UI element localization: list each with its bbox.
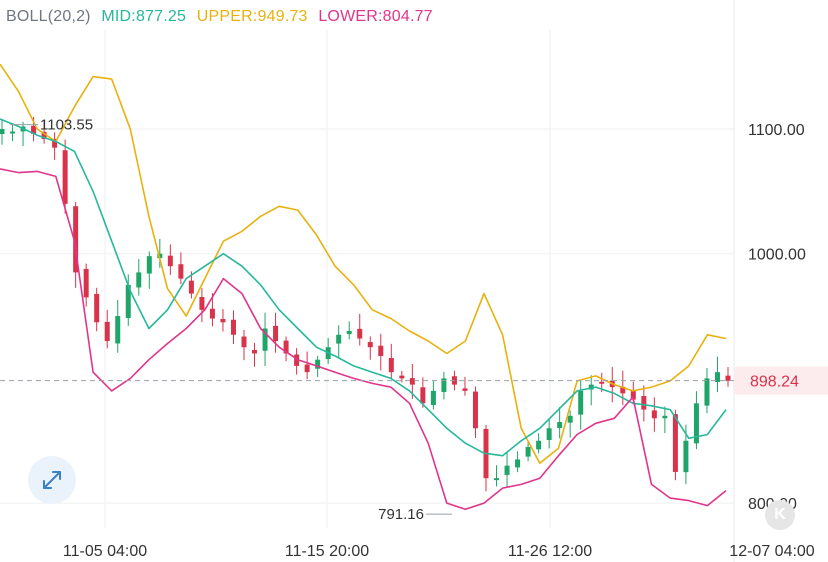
legend-lower: LOWER:804.77 bbox=[318, 8, 433, 25]
candle-down bbox=[283, 340, 289, 354]
x-tick-label: 12-07 04:00 bbox=[729, 543, 815, 560]
candle-down bbox=[209, 308, 215, 319]
low-annotation: 791.16 bbox=[378, 506, 424, 523]
candle-up bbox=[115, 316, 121, 344]
candle-down bbox=[378, 345, 384, 356]
candle-up bbox=[714, 372, 720, 382]
candle-down bbox=[41, 131, 47, 139]
candle-down bbox=[399, 375, 405, 379]
candle-down bbox=[230, 319, 236, 335]
candle-down bbox=[725, 375, 731, 381]
candle-down bbox=[273, 325, 279, 341]
candle-up bbox=[262, 328, 268, 351]
x-tick-label: 11-05 04:00 bbox=[63, 543, 147, 560]
candle-down bbox=[241, 336, 247, 348]
candle-down bbox=[73, 206, 79, 273]
candle-up bbox=[567, 415, 573, 423]
candle-up bbox=[146, 256, 152, 274]
y-tick-label: 1000.00 bbox=[748, 247, 806, 264]
candle-down bbox=[31, 125, 37, 134]
candle-up bbox=[10, 131, 16, 134]
candle-up bbox=[0, 129, 5, 134]
candle-down bbox=[651, 410, 657, 419]
legend-upper: UPPER:949.73 bbox=[196, 8, 308, 25]
candle-down bbox=[357, 328, 363, 339]
chart-legend: BOLL(20,2) MID:877.25 UPPER:949.73 LOWER… bbox=[6, 8, 439, 26]
candle-up bbox=[683, 440, 689, 473]
candle-down bbox=[294, 354, 300, 366]
candle-down bbox=[252, 349, 258, 354]
candle-down bbox=[388, 357, 394, 373]
candle-down bbox=[472, 391, 478, 429]
candle-down bbox=[367, 342, 373, 348]
candle-up bbox=[704, 378, 710, 406]
current-price-tag bbox=[734, 366, 828, 395]
candle-up bbox=[430, 390, 436, 405]
candle-up bbox=[125, 284, 131, 319]
candle-down bbox=[104, 321, 110, 341]
candle-down bbox=[420, 387, 426, 404]
candle-up bbox=[525, 446, 531, 457]
current-price-label: 898.24 bbox=[750, 374, 799, 391]
candle-down bbox=[641, 396, 647, 410]
candle-up bbox=[557, 422, 563, 428]
candle-up bbox=[504, 465, 510, 475]
candle-up bbox=[441, 378, 447, 392]
candle-down bbox=[599, 381, 605, 384]
candle-up bbox=[515, 459, 521, 468]
candle-down bbox=[167, 255, 173, 267]
candle-up bbox=[578, 390, 584, 415]
candle-up bbox=[494, 478, 500, 481]
legend-mid: MID:877.25 bbox=[101, 8, 187, 25]
candle-down bbox=[630, 390, 636, 400]
candle-down bbox=[620, 386, 626, 394]
candle-up bbox=[346, 331, 352, 335]
legend-indicator: BOLL(20,2) bbox=[6, 8, 91, 25]
candle-up bbox=[588, 384, 594, 390]
candle-up bbox=[136, 272, 142, 288]
expand-button[interactable] bbox=[28, 456, 76, 504]
upper-band-line bbox=[0, 63, 727, 464]
candle-down bbox=[220, 319, 226, 323]
candle-up bbox=[536, 440, 542, 450]
x-tick-label: 11-26 12:00 bbox=[508, 543, 592, 560]
y-tick-label: 1100.00 bbox=[748, 122, 805, 139]
candle-down bbox=[178, 264, 184, 279]
candle-up bbox=[662, 415, 668, 419]
candle-down bbox=[672, 414, 678, 472]
candle-down bbox=[462, 388, 468, 391]
candle-down bbox=[94, 293, 100, 323]
expand-arrows-icon bbox=[43, 471, 61, 489]
watermark-text: K bbox=[774, 506, 786, 523]
candle-down bbox=[52, 138, 58, 148]
candle-down bbox=[83, 268, 89, 298]
candle-down bbox=[188, 280, 194, 294]
candle-up bbox=[546, 428, 552, 440]
candle-up bbox=[693, 403, 699, 444]
candle-down bbox=[304, 364, 310, 373]
x-tick-label: 11-15 20:00 bbox=[285, 543, 369, 560]
candle-down bbox=[62, 150, 68, 204]
candle-down bbox=[409, 378, 415, 385]
candle-up bbox=[315, 359, 321, 369]
candle-up bbox=[336, 334, 342, 344]
high-annotation: 1103.55 bbox=[40, 117, 93, 134]
mid-band-line bbox=[0, 118, 727, 457]
k-logo-icon: K bbox=[765, 500, 795, 530]
candle-down bbox=[199, 296, 205, 310]
